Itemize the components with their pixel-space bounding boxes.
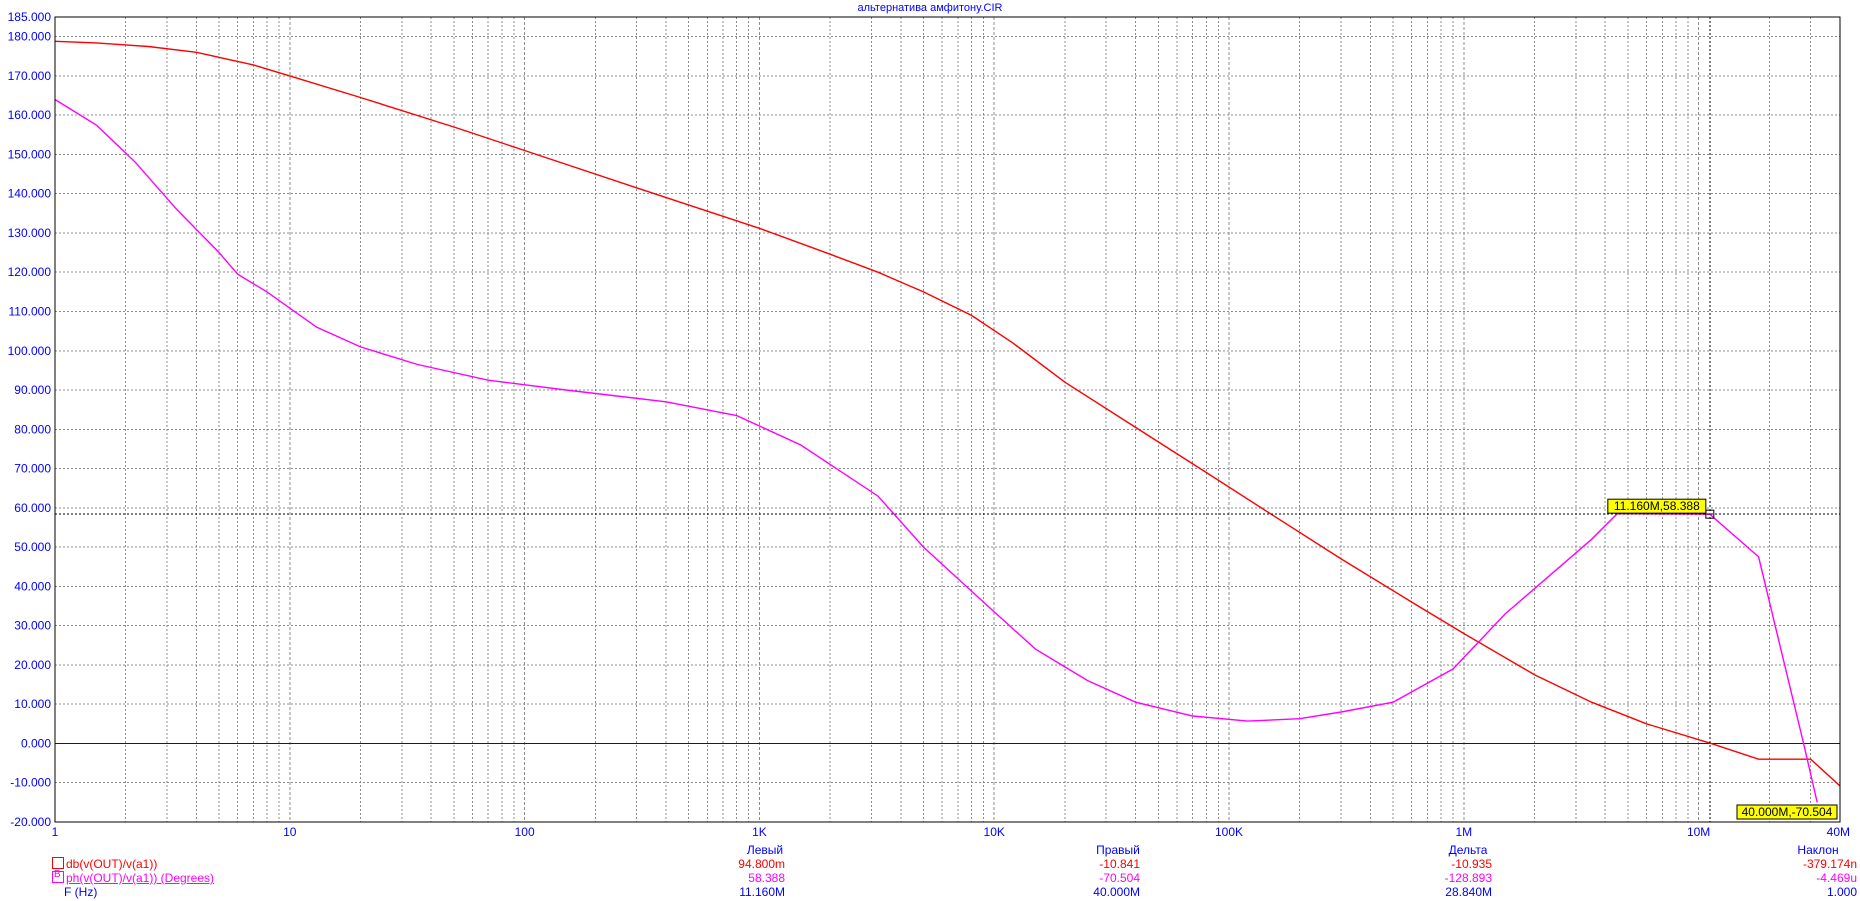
y-tick-label: 110.000 [9,305,52,319]
value-slope-phase: -4.469u [1816,871,1857,885]
series-mark: B [54,869,61,880]
series-group [55,40,1840,803]
y-tick-label: 150.000 [8,147,52,161]
y-tick-label: 60.000 [14,501,51,515]
value-right-freq: 40.000M [1093,885,1140,899]
value-delta-db: -10.935 [1451,857,1492,871]
x-tick-label: 40M [1827,825,1850,839]
plot-frame [54,16,1841,823]
value-left-phase: 58.388 [748,871,785,885]
column-left: Левый [746,843,784,857]
column-delta: Дельта [1448,843,1488,857]
value-left-db: 94.800m [738,857,785,871]
x-tick-label: 1 [52,825,59,839]
x-tick-label: 100 [515,825,535,839]
series-name-db: db(v(OUT)/v(a1)) [66,857,158,871]
cursor-header-row: Левый Правый Дельта Наклон [0,843,1860,859]
y-tick-label: 20.000 [14,658,51,672]
value-left-freq: 11.160M [739,885,785,899]
series-name-freq: F (Hz) [64,885,98,899]
grid-lines [55,17,1841,822]
cursor-marker-icon [1705,509,1715,519]
column-slope: Наклон [1797,843,1839,857]
cursor-label-right-box [1736,804,1838,820]
cursor-lines[interactable]: 11.160M,58.388 40.000M,-70.504 [55,17,1840,822]
y-tick-label: 30.000 [14,619,51,633]
cursor-readout-table: Левый Правый Дельта Наклон db(v(OUT)/v(a… [0,843,1860,901]
y-tick-label: -10.000 [10,776,51,790]
y-tick-label: 90.000 [14,383,51,397]
cursor-label-left: 11.160M,58.388 [1614,499,1700,513]
series-color-box-icon [52,857,64,869]
cursor-label-left-box [1607,498,1707,514]
y-tick-label: 160.000 [8,108,52,122]
cursor-label-right: 40.000M,-70.504 [1742,805,1833,819]
series-name-phase: ph(v(OUT)/v(a1)) (Degrees) [66,871,215,885]
x-tick-label: 1K [752,825,767,839]
axis-labels: 185.000180.000170.000160.000150.000140.0… [8,10,1850,839]
series-label-db: db(v(OUT)/v(a1)) [52,857,157,871]
series-color-box-icon: B [52,869,64,883]
value-right-db: -10.841 [1099,857,1140,871]
y-tick-label: 50.000 [14,540,51,554]
y-tick-label: 120.000 [8,265,52,279]
y-tick-label: 170.000 [8,69,52,83]
y-tick-label: 70.000 [14,462,51,476]
y-tick-label: 100.000 [8,344,52,358]
chart-title: альтернатива амфитону.CIR [858,2,1003,14]
y-tick-label: 140.000 [8,187,52,201]
y-tick-label: -20.000 [10,815,51,829]
series-line-db [55,40,1840,787]
cursor-row-db[interactable]: db(v(OUT)/v(a1)) 94.800m -10.841 -10.935… [0,857,1860,873]
value-delta-freq: 28.840M [1445,885,1492,899]
y-tick-label: 180.000 [8,30,52,44]
value-slope-db: -379.174n [1802,857,1857,871]
value-delta-phase: -128.893 [1444,871,1492,885]
x-tick-label: 10 [283,825,297,839]
y-tick-label: 10.000 [14,697,51,711]
column-right: Правый [1096,843,1140,857]
cursor-row-freq: F (Hz) 11.160M 40.000M 28.840M 1.000 [0,885,1860,901]
x-tick-label: 10M [1687,825,1710,839]
value-right-phase: -70.504 [1099,871,1140,885]
x-tick-label: 100K [1215,825,1243,839]
x-tick-label: 10K [984,825,1005,839]
y-tick-label: 80.000 [14,422,51,436]
x-tick-label: 1M [1455,825,1472,839]
y-tick-label: 0.000 [21,736,51,750]
y-tick-label: 40.000 [14,579,51,593]
value-slope-freq: 1.000 [1826,885,1857,899]
y-tick-label: 130.000 [8,226,52,240]
y-tick-label: 185.000 [8,10,52,24]
plot-area: альтернатива амфитону.CIR 11.160M,58.388… [8,2,1850,839]
series-line-phase [55,98,1818,803]
